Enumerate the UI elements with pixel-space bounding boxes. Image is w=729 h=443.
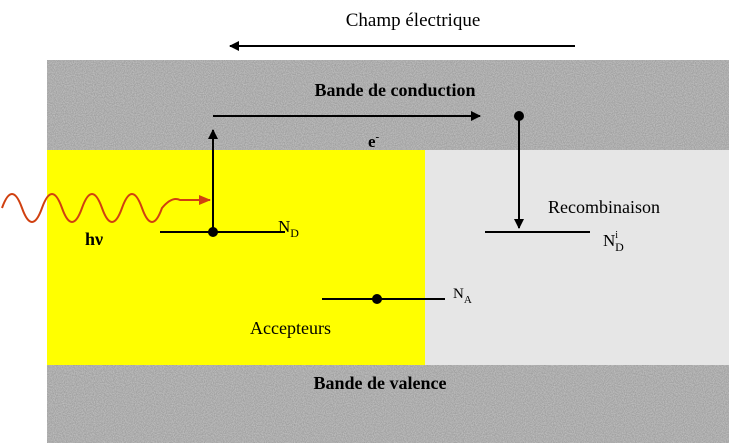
donor-prime-label: Ni D [603, 230, 624, 254]
acceptor-label: NA [453, 286, 472, 306]
acceptors-label: Accepteurs [250, 318, 331, 338]
valence-label: Bande de valence [314, 373, 447, 393]
donor-dot [208, 227, 218, 237]
electron-label: e- [368, 131, 380, 151]
doped-region [47, 150, 425, 365]
undoped-region [425, 150, 729, 365]
recombination-label: Recombinaison [548, 197, 660, 217]
texture [47, 60, 729, 150]
donor-label: ND [278, 217, 299, 240]
acceptor-dot [372, 294, 382, 304]
photon-label: hν [85, 229, 103, 249]
conduction-label: Bande de conduction [314, 80, 475, 100]
field-label: Champ électrique [346, 10, 481, 31]
photon-wave [1, 193, 211, 223]
texture [47, 365, 729, 443]
